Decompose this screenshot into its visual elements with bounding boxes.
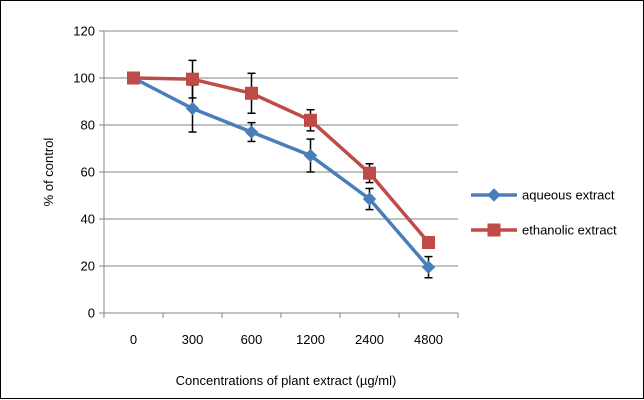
series-markers (126, 71, 436, 274)
aqueous-extract-point (303, 148, 318, 163)
legend-swatch-marker (487, 223, 501, 237)
x-tick-label: 2400 (355, 332, 384, 347)
legend-swatch-marker (487, 188, 501, 202)
legend: aqueous extract ethanolic extract (471, 188, 617, 238)
ethanolic-extract-point (245, 86, 258, 100)
error-bars (188, 59, 433, 279)
legend-item-aqueous-extract: aqueous extract (471, 188, 615, 203)
ethanolic-extract-point (422, 236, 435, 249)
y-axis-label: % of control (41, 138, 56, 207)
legend-item-ethanolic-extract: ethanolic extract (471, 223, 617, 238)
x-axis-label: Concentrations of plant extract (µg/ml) (176, 373, 397, 388)
aqueous-extract-point (185, 101, 200, 116)
y-tick-label: 60 (81, 165, 95, 180)
x-tick-label: 1200 (296, 332, 325, 347)
legend-label: aqueous extract (522, 188, 615, 203)
axes (99, 30, 459, 318)
ethanolic-extract-point (304, 113, 317, 127)
y-tick-label: 100 (73, 71, 95, 86)
legend-label: ethanolic extract (522, 223, 617, 238)
ethanolic-extract-point (186, 72, 199, 86)
aqueous-extract-point (244, 125, 259, 139)
aqueous-extract-point (421, 260, 436, 274)
series-lines (132, 76, 430, 269)
aqueous-extract-line (132, 76, 430, 269)
y-tick-label: 80 (81, 118, 95, 133)
x-tick-label: 600 (241, 332, 263, 347)
x-tick-label: 0 (130, 332, 137, 347)
gridlines (104, 30, 458, 267)
y-tick-label: 20 (81, 259, 95, 274)
ethanolic-extract-point (363, 166, 376, 180)
ethanolic-extract-line (133, 76, 430, 244)
x-tick-label: 300 (182, 332, 204, 347)
y-tick-label: 0 (88, 306, 95, 321)
y-tick-label: 40 (81, 212, 95, 227)
y-tick-labels: 0 20 40 60 80 100 120 (73, 24, 95, 321)
aqueous-extract-point (362, 192, 377, 206)
ethanolic-extract-point (127, 71, 140, 85)
x-tick-label: 4800 (414, 332, 443, 347)
x-tick-labels: 0 300 600 1200 2400 4800 (130, 332, 443, 347)
y-tick-label: 120 (73, 24, 95, 39)
